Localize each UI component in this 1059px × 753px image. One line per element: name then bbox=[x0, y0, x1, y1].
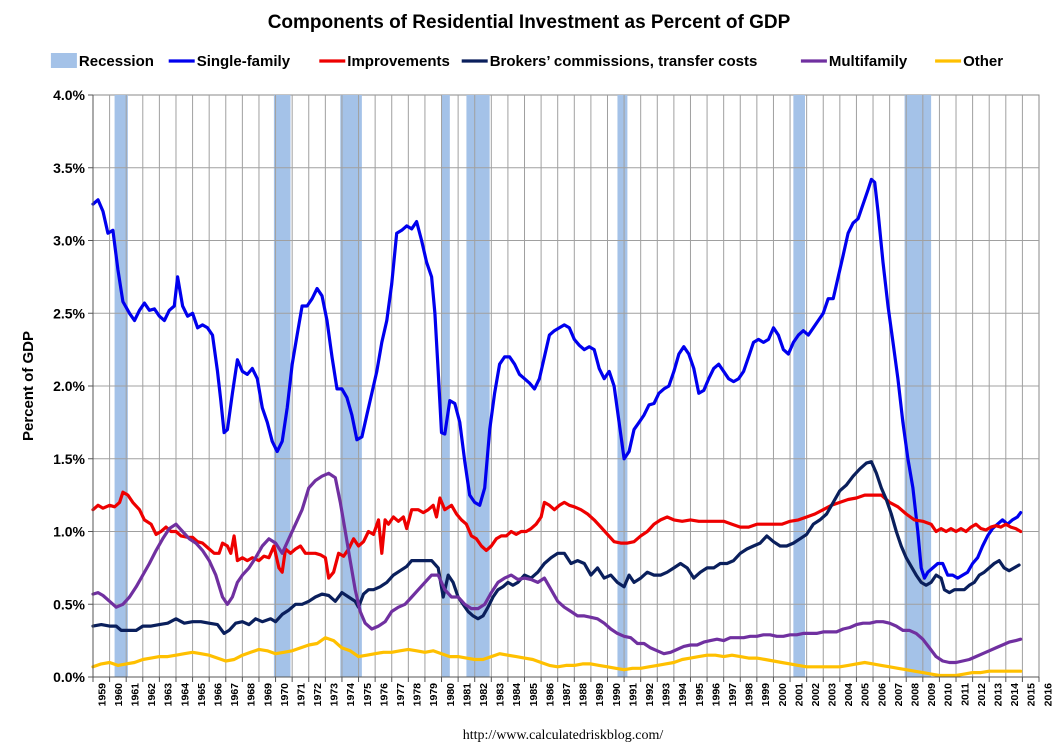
legend-item: Improvements bbox=[319, 53, 450, 70]
x-tick-label: 1990 bbox=[611, 683, 623, 707]
x-tick-label: 1979 bbox=[428, 683, 440, 707]
x-tick-label: 1971 bbox=[296, 683, 308, 707]
legend-item: Single-family bbox=[168, 53, 291, 70]
x-tick-label: 1973 bbox=[329, 683, 341, 707]
x-tick-label: 2005 bbox=[860, 683, 872, 707]
x-tick-label: 2004 bbox=[843, 683, 855, 707]
chart-title: Components of Residential Investment as … bbox=[268, 12, 791, 33]
x-tick-label: 2007 bbox=[893, 683, 905, 707]
legend-item: Other bbox=[935, 53, 1003, 70]
x-tick-label: 1961 bbox=[130, 683, 142, 707]
x-tick-label: 1983 bbox=[495, 683, 507, 707]
y-tick-label: 2.0% bbox=[53, 378, 85, 394]
x-tick-label: 1977 bbox=[395, 683, 407, 707]
x-tick-label: 1989 bbox=[594, 683, 606, 707]
x-tick-label: 1969 bbox=[262, 683, 274, 707]
x-tick-label: 1972 bbox=[312, 683, 324, 707]
y-tick-label: 3.5% bbox=[53, 160, 85, 176]
x-tick-label: 2012 bbox=[976, 683, 988, 707]
x-tick-label: 1988 bbox=[578, 683, 590, 707]
x-tick-label: 1994 bbox=[677, 683, 689, 707]
x-tick-label: 1998 bbox=[744, 683, 756, 707]
series-line-single-family bbox=[91, 177, 1023, 580]
x-tick-label: 2011 bbox=[959, 683, 971, 706]
series-line-multifamily bbox=[91, 471, 1023, 665]
x-tick-label: 1997 bbox=[727, 683, 739, 707]
x-tick-label: 1967 bbox=[229, 683, 241, 707]
x-tick-label: 1975 bbox=[362, 683, 374, 707]
source-credit: http://www.calculatedriskblog.com/ bbox=[463, 728, 664, 743]
x-tick-label: 1999 bbox=[760, 683, 772, 707]
x-tick-label: 1960 bbox=[113, 683, 125, 707]
legend: Recession Single-family Improvements Broker… bbox=[50, 53, 1003, 70]
x-tick-label: 1978 bbox=[412, 683, 424, 707]
y-tick-label: 0.0% bbox=[53, 669, 85, 685]
y-axis-label: Percent of GDP bbox=[20, 331, 37, 441]
legend-item: Brokers’ commissions, transfer costs bbox=[461, 53, 758, 70]
x-tick-label: 2003 bbox=[827, 683, 839, 707]
x-tick-label: 1980 bbox=[445, 683, 457, 707]
series-line-brokers-commissions-transfer-costs bbox=[91, 460, 1021, 635]
x-tick-label: 1959 bbox=[96, 683, 108, 707]
x-tick-label: 1986 bbox=[544, 683, 556, 707]
x-tick-label: 1965 bbox=[196, 683, 208, 707]
legend-item: Recession bbox=[50, 53, 154, 70]
series-line-other bbox=[91, 636, 1023, 678]
x-tick-label: 1970 bbox=[279, 683, 291, 707]
legend-swatch-recession bbox=[50, 53, 77, 68]
x-tick-label: 2008 bbox=[910, 683, 922, 707]
x-tick-label: 2015 bbox=[1026, 683, 1038, 707]
gridlines bbox=[93, 95, 1039, 677]
y-tick-label: 4.0% bbox=[53, 87, 85, 103]
y-tick-label: 0.5% bbox=[53, 596, 85, 612]
x-tick-label: 1964 bbox=[179, 683, 191, 707]
y-tick-label: 1.5% bbox=[53, 451, 85, 467]
x-tick-label: 1996 bbox=[710, 683, 722, 707]
x-tick-label: 1962 bbox=[146, 683, 158, 707]
y-tick-label: 2.5% bbox=[53, 305, 85, 321]
x-tick-label: 2000 bbox=[777, 683, 789, 707]
x-tick-label: 1976 bbox=[378, 683, 390, 707]
x-axis: 1959 1960 1961 1962 1963 1964 1965 1966 1967 1968… bbox=[92, 676, 1054, 707]
x-tick-label: 1981 bbox=[461, 683, 473, 707]
y-axis: 0.0% 0.5% 1.0% 1.5% 2.0% 2.5% 3.0% 3.5% 4.0% bbox=[53, 87, 94, 685]
legend-label: Single-family bbox=[197, 53, 291, 70]
x-tick-label: 2009 bbox=[926, 683, 938, 707]
legend-label: Multifamily bbox=[829, 53, 908, 70]
x-tick-label: 1993 bbox=[661, 683, 673, 707]
legend-label: Brokers’ commissions, transfer costs bbox=[490, 53, 758, 70]
x-tick-label: 2013 bbox=[993, 683, 1005, 707]
series-line-improvements bbox=[91, 490, 1023, 580]
x-tick-label: 2002 bbox=[810, 683, 822, 707]
x-tick-label: 2006 bbox=[876, 683, 888, 707]
series-lines bbox=[91, 177, 1023, 678]
x-tick-label: 2014 bbox=[1009, 683, 1021, 707]
legend-label: Other bbox=[963, 53, 1003, 70]
x-tick-label: 1984 bbox=[511, 683, 523, 707]
x-tick-label: 2010 bbox=[943, 683, 955, 707]
x-tick-label: 1968 bbox=[246, 683, 258, 707]
x-tick-label: 1963 bbox=[163, 683, 175, 707]
x-tick-label: 1995 bbox=[694, 683, 706, 707]
x-tick-label: 2001 bbox=[793, 683, 805, 707]
y-tick-label: 1.0% bbox=[53, 524, 85, 540]
legend-label: Recession bbox=[79, 53, 154, 70]
x-tick-label: 1974 bbox=[345, 683, 357, 707]
y-tick-label: 3.0% bbox=[53, 233, 85, 249]
legend-item: Multifamily bbox=[800, 53, 908, 70]
legend-label: Improvements bbox=[347, 53, 450, 70]
x-tick-label: 2016 bbox=[1042, 683, 1054, 707]
x-tick-label: 1966 bbox=[213, 683, 225, 707]
x-tick-label: 1992 bbox=[644, 683, 656, 707]
x-tick-label: 1987 bbox=[561, 683, 573, 707]
x-tick-label: 1991 bbox=[627, 683, 639, 707]
x-tick-label: 1982 bbox=[478, 683, 490, 707]
x-tick-label: 1985 bbox=[528, 683, 540, 707]
